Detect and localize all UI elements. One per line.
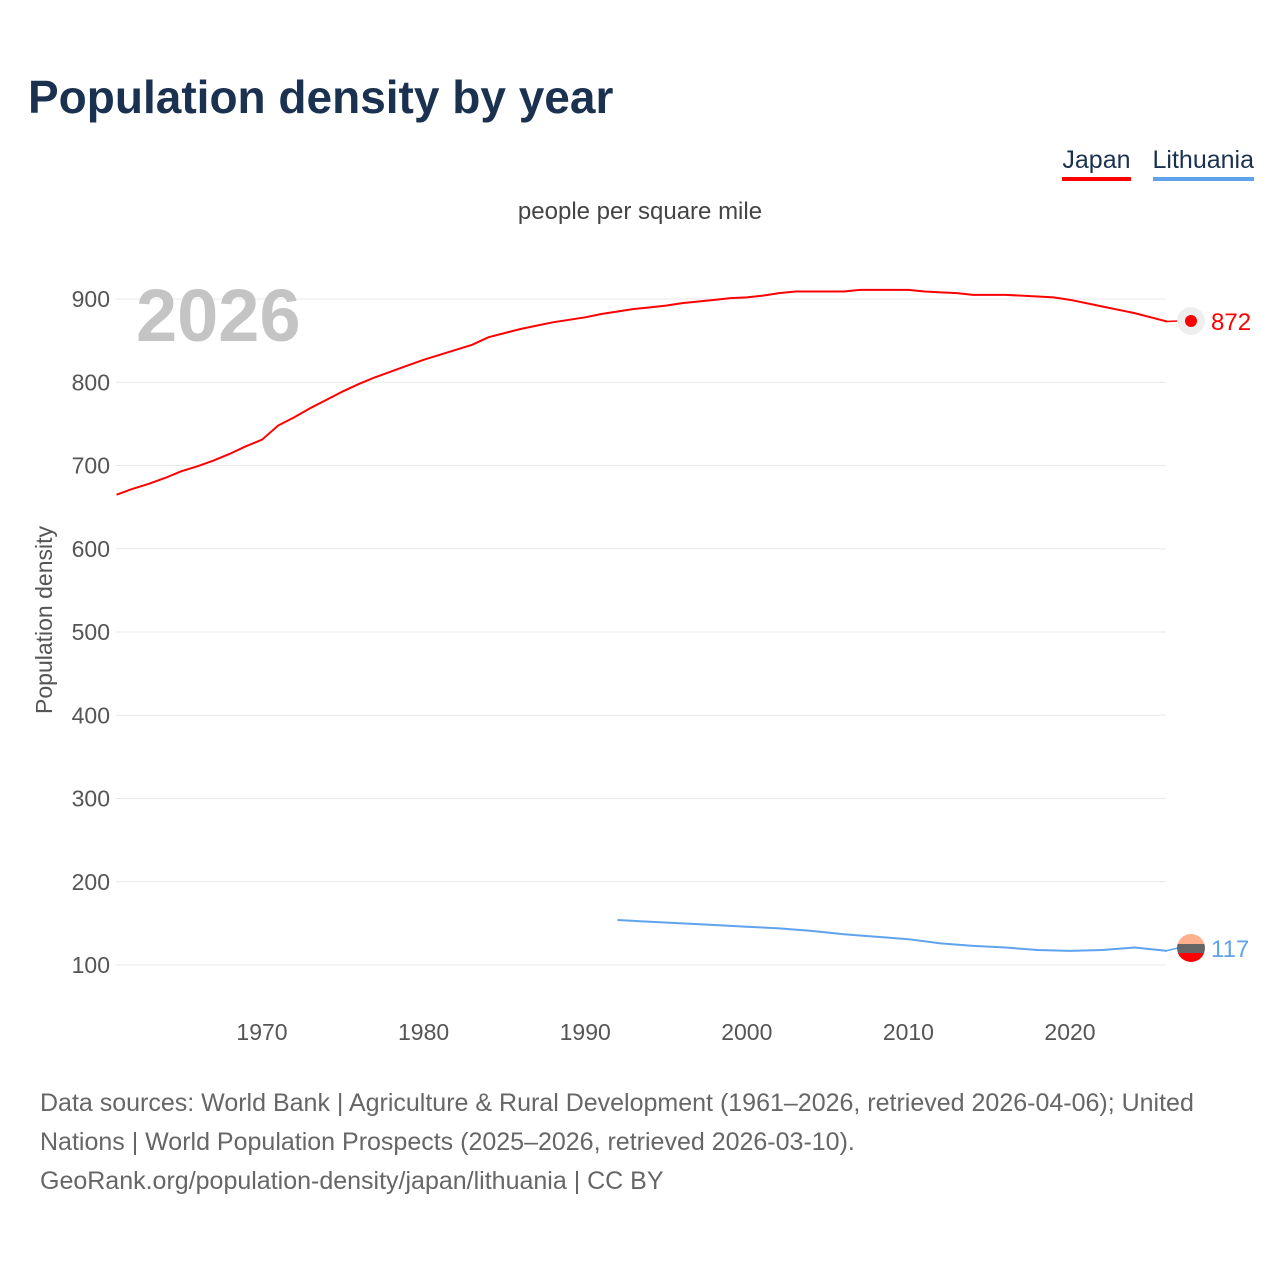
chart-subtitle: people per square mile xyxy=(517,198,763,225)
y-tick-label: 200 xyxy=(72,869,110,895)
end-connector xyxy=(1165,947,1179,952)
end-marker xyxy=(1185,315,1197,327)
x-tick-label: 1970 xyxy=(236,1019,287,1045)
y-tick-label: 300 xyxy=(72,786,110,812)
y-tick-label: 800 xyxy=(72,369,110,395)
series-line-lithuania xyxy=(617,919,1168,952)
legend: Japan Lithuania xyxy=(1062,146,1254,181)
year-label: 2026 xyxy=(136,274,301,357)
flag-icon-stripe xyxy=(1177,934,1205,944)
x-tick-label: 1990 xyxy=(560,1019,611,1045)
end-value-label: 872 xyxy=(1211,309,1251,336)
y-tick-label: 400 xyxy=(72,702,110,728)
y-tick-label: 500 xyxy=(72,619,110,645)
footer: Data sources: World Bank | Agriculture &… xyxy=(40,1084,1250,1201)
x-tick-label: 2010 xyxy=(883,1019,934,1045)
x-tick-label: 1980 xyxy=(398,1019,449,1045)
y-tick-label: 900 xyxy=(72,286,110,312)
chart-title: Population density by year xyxy=(28,71,614,123)
source-link[interactable]: GeoRank.org/population-density/japan/lit… xyxy=(40,1167,664,1195)
x-tick-label: 2020 xyxy=(1044,1019,1095,1045)
legend-japan[interactable]: Japan xyxy=(1062,146,1131,181)
y-tick-label: 100 xyxy=(72,952,110,978)
y-axis-label: Population density xyxy=(31,526,57,714)
data-sources: Data sources: World Bank | Agriculture &… xyxy=(40,1089,1194,1156)
y-tick-label: 700 xyxy=(72,453,110,479)
flag-icon-stripe xyxy=(1177,944,1205,953)
x-tick-label: 2000 xyxy=(721,1019,772,1045)
legend-lithuania[interactable]: Lithuania xyxy=(1152,146,1254,181)
flag-icon-stripe xyxy=(1177,953,1205,962)
y-tick-label: 600 xyxy=(72,536,110,562)
series-line-japan xyxy=(116,288,1168,496)
end-value-label: 117 xyxy=(1211,936,1249,963)
